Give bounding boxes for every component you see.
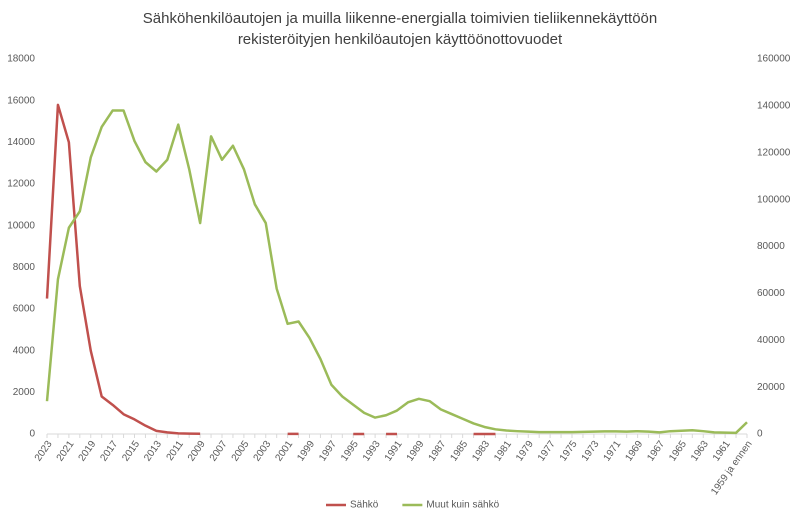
x-tick-label: 2017 [98, 439, 120, 464]
x-tick-label: 1993 [361, 439, 383, 464]
x-tick-label: 2007 [208, 439, 230, 464]
x-tick-label: 1979 [514, 439, 536, 464]
x-tick-label: 1985 [448, 439, 470, 464]
x-tick-label: 1997 [317, 439, 339, 464]
x-tick-label: 1975 [558, 439, 580, 464]
y2-tick-label: 80000 [757, 241, 785, 252]
x-tick-label: 1965 [667, 439, 689, 464]
x-tick-label: 2019 [77, 439, 99, 464]
y2-tick-label: 0 [757, 429, 763, 440]
x-tick-label: 2023 [33, 439, 55, 464]
y2-tick-label: 160000 [757, 54, 791, 65]
x-tick-label: 1995 [339, 439, 361, 464]
x-tick-label: 1959 ja ennen [709, 439, 754, 497]
x-tick-label: 1991 [383, 439, 405, 464]
x-tick-label: 1987 [427, 439, 449, 464]
x-tick-label: 2009 [186, 439, 208, 464]
y-tick-label: 4000 [13, 345, 36, 356]
y-tick-label: 14000 [7, 137, 35, 148]
x-tick-label: 2013 [142, 439, 164, 464]
x-tick-label: 2011 [165, 439, 187, 463]
x-tick-label: 1973 [580, 439, 602, 464]
x-tick-label: 1983 [470, 439, 492, 464]
series-line [45, 103, 496, 436]
x-tick-label: 1969 [623, 439, 645, 464]
x-tick-label: 1963 [689, 439, 711, 464]
y2-tick-label: 40000 [757, 335, 785, 346]
y2-tick-label: 20000 [757, 382, 785, 393]
y2-tick-label: 140000 [757, 101, 791, 112]
x-tick-label: 1981 [492, 439, 514, 464]
x-tick-label: 2005 [230, 439, 252, 464]
y-tick-label: 2000 [13, 387, 36, 398]
x-tick-label: 1999 [295, 439, 317, 464]
y-tick-label: 12000 [7, 179, 35, 190]
x-tick-label: 1961 [711, 439, 733, 464]
x-tick-label: 1971 [602, 439, 624, 464]
y-tick-label: 16000 [7, 95, 35, 106]
legend-label: Sähkö [350, 500, 379, 511]
legend-label: Muut kuin sähkö [426, 500, 499, 511]
y-tick-label: 6000 [13, 304, 36, 315]
x-tick-label: 2015 [120, 439, 142, 464]
x-tick-label: 1967 [645, 439, 667, 464]
x-tick-label: 2001 [273, 439, 295, 464]
x-tick-label: 1977 [536, 439, 558, 464]
x-tick-label: 2021 [55, 439, 77, 464]
y2-tick-label: 60000 [757, 288, 785, 299]
y2-tick-label: 100000 [757, 194, 791, 205]
y-tick-label: 0 [29, 429, 35, 440]
x-tick-label: 1989 [405, 439, 427, 464]
series-line [45, 109, 748, 435]
y2-tick-label: 120000 [757, 147, 791, 158]
y-tick-label: 18000 [7, 54, 35, 65]
chart-title: Sähköhenkilöautojen ja muilla liikenne-e… [142, 10, 658, 48]
x-tick-label: 2003 [252, 439, 274, 464]
y-tick-label: 10000 [7, 220, 35, 231]
y-tick-label: 8000 [13, 262, 36, 273]
